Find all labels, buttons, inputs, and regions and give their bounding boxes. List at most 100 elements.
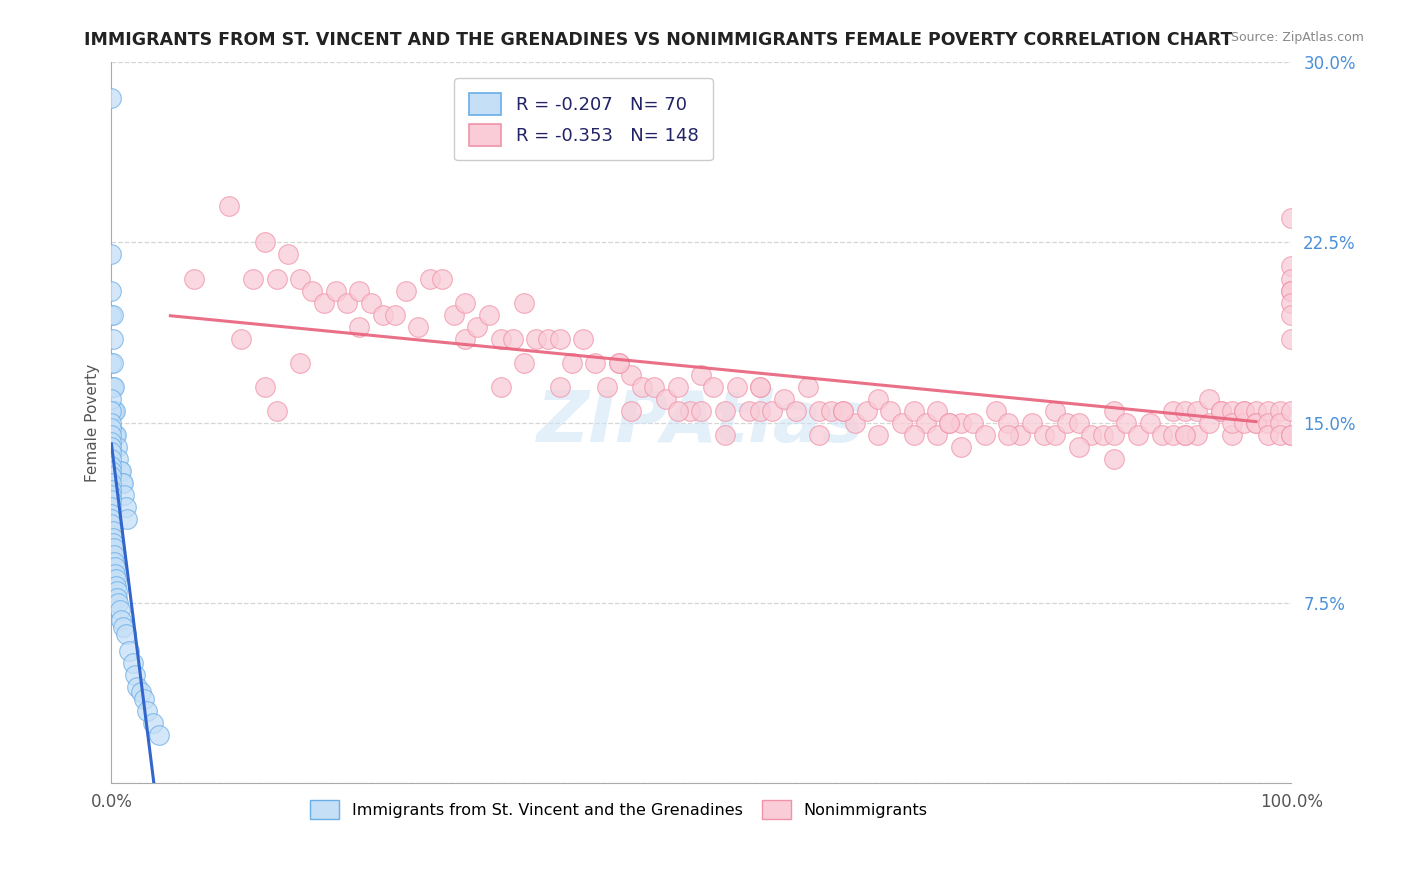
Point <box>891 416 914 430</box>
Point <box>100 420 122 434</box>
Point <box>104 567 127 582</box>
Point <box>105 572 128 586</box>
Point <box>1268 427 1291 442</box>
Point <box>148 728 170 742</box>
Point <box>1185 427 1208 442</box>
Point <box>796 380 818 394</box>
Point <box>620 368 643 382</box>
Point <box>183 271 205 285</box>
Point <box>127 680 149 694</box>
Point <box>114 627 136 641</box>
Point <box>103 380 125 394</box>
Point <box>347 319 370 334</box>
Point <box>1222 427 1244 442</box>
Point <box>277 247 299 261</box>
Legend: Immigrants from St. Vincent and the Grenadines, Nonimmigrants: Immigrants from St. Vincent and the Gren… <box>304 794 934 826</box>
Point <box>105 591 128 606</box>
Point <box>100 516 122 531</box>
Point <box>844 416 866 430</box>
Point <box>502 332 524 346</box>
Point <box>1281 271 1303 285</box>
Point <box>112 475 135 490</box>
Point <box>868 427 890 442</box>
Point <box>100 512 122 526</box>
Point <box>927 427 949 442</box>
Point <box>1198 416 1220 430</box>
Point <box>100 475 122 490</box>
Point <box>1281 427 1303 442</box>
Point <box>1045 427 1067 442</box>
Point <box>1244 416 1267 430</box>
Point <box>443 308 465 322</box>
Point <box>134 692 156 706</box>
Y-axis label: Female Poverty: Female Poverty <box>86 364 100 482</box>
Point <box>903 427 925 442</box>
Point <box>100 91 122 105</box>
Point <box>100 427 122 442</box>
Point <box>749 403 772 417</box>
Point <box>1045 403 1067 417</box>
Point <box>290 356 312 370</box>
Point <box>101 380 124 394</box>
Point <box>927 403 949 417</box>
Point <box>620 403 643 417</box>
Point <box>1104 451 1126 466</box>
Point <box>666 403 689 417</box>
Point <box>607 356 630 370</box>
Point <box>100 440 122 454</box>
Point <box>1067 440 1090 454</box>
Point <box>100 451 122 466</box>
Point <box>489 332 512 346</box>
Point <box>1021 416 1043 430</box>
Point <box>725 380 748 394</box>
Point <box>1150 427 1173 442</box>
Point <box>1126 427 1149 442</box>
Point <box>1185 403 1208 417</box>
Point <box>110 464 132 478</box>
Point <box>1281 427 1303 442</box>
Point <box>583 356 606 370</box>
Point <box>773 392 796 406</box>
Point <box>808 427 831 442</box>
Point <box>1163 403 1185 417</box>
Point <box>100 392 122 406</box>
Point <box>1222 403 1244 417</box>
Point <box>1209 403 1232 417</box>
Point <box>631 380 654 394</box>
Point <box>103 548 125 562</box>
Point <box>1281 284 1303 298</box>
Point <box>266 271 288 285</box>
Point <box>104 427 127 442</box>
Point <box>655 392 678 406</box>
Point <box>820 403 842 417</box>
Point <box>465 319 488 334</box>
Point <box>561 356 583 370</box>
Point <box>101 356 124 370</box>
Point <box>419 271 441 285</box>
Point <box>101 524 124 538</box>
Point <box>973 427 995 442</box>
Point <box>714 403 737 417</box>
Point <box>1139 416 1161 430</box>
Point <box>1032 427 1054 442</box>
Point <box>114 500 136 514</box>
Point <box>371 308 394 322</box>
Point <box>997 427 1019 442</box>
Point <box>100 356 122 370</box>
Point <box>100 380 122 394</box>
Point <box>1281 284 1303 298</box>
Point <box>430 271 453 285</box>
Point <box>100 492 122 507</box>
Point <box>107 596 129 610</box>
Point <box>832 403 855 417</box>
Point <box>855 403 877 417</box>
Point <box>103 403 125 417</box>
Point <box>489 380 512 394</box>
Point <box>1115 416 1137 430</box>
Point <box>124 668 146 682</box>
Point <box>938 416 960 430</box>
Point <box>903 403 925 417</box>
Point <box>100 464 122 478</box>
Point <box>1281 332 1303 346</box>
Point <box>105 579 128 593</box>
